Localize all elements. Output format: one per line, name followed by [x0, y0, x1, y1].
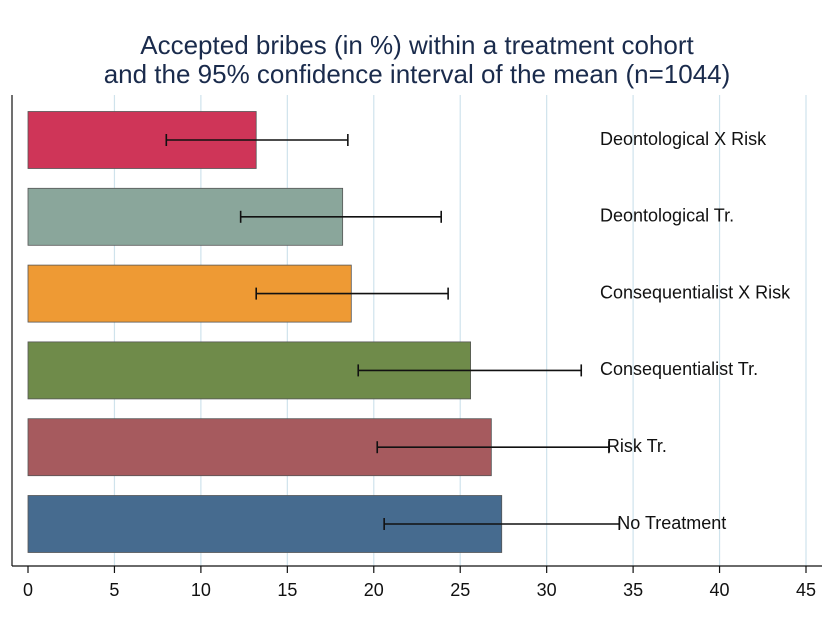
chart-subtitle: and the 95% confidence interval of the m…: [104, 59, 731, 89]
x-tick-label: 10: [191, 580, 211, 600]
x-tick-label: 45: [796, 580, 816, 600]
bar-label: Deontological X Risk: [600, 129, 767, 149]
x-tick-label: 40: [710, 580, 730, 600]
x-tick-label: 30: [537, 580, 557, 600]
x-tick-label: 35: [623, 580, 643, 600]
bar-label: Deontological Tr.: [600, 206, 734, 226]
bar-label: No Treatment: [617, 513, 726, 533]
x-tick-label: 0: [23, 580, 33, 600]
bar-label: Risk Tr.: [607, 436, 667, 456]
x-tick-label: 5: [109, 580, 119, 600]
x-tick-label: 25: [450, 580, 470, 600]
bar-label: Consequentialist Tr.: [600, 359, 758, 379]
x-tick-label: 15: [277, 580, 297, 600]
bar-label: Consequentialist X Risk: [600, 282, 791, 302]
chart-title: Accepted bribes (in %) within a treatmen…: [140, 30, 694, 60]
x-tick-label: 20: [364, 580, 384, 600]
